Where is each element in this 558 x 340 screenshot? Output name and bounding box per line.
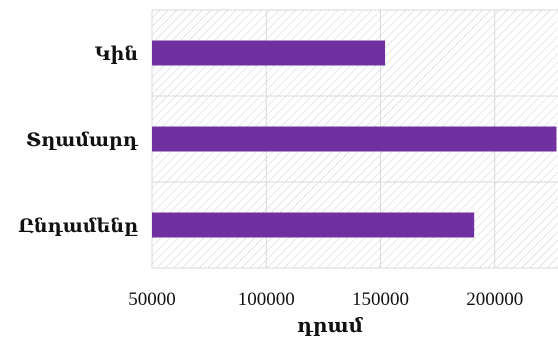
x-tick-label: 150000: [352, 289, 409, 310]
x-tick-label: 100000: [238, 289, 295, 310]
category-label: Ընդամենը: [18, 215, 138, 237]
category-labels: Կին Տղամարդ Ընդամենը: [18, 43, 139, 237]
category-label: Տղամարդ: [26, 129, 139, 151]
bar: [152, 212, 475, 238]
x-tick-labels: 50000100000150000200000250000: [128, 289, 523, 310]
x-tick-label: 200000: [466, 289, 523, 310]
bars: [152, 40, 557, 238]
x-tick-label: 50000: [128, 289, 176, 310]
bar: [152, 40, 386, 66]
bar: [152, 126, 557, 152]
x-axis-title: դրամ: [297, 313, 364, 337]
category-label: Կին: [95, 43, 138, 65]
